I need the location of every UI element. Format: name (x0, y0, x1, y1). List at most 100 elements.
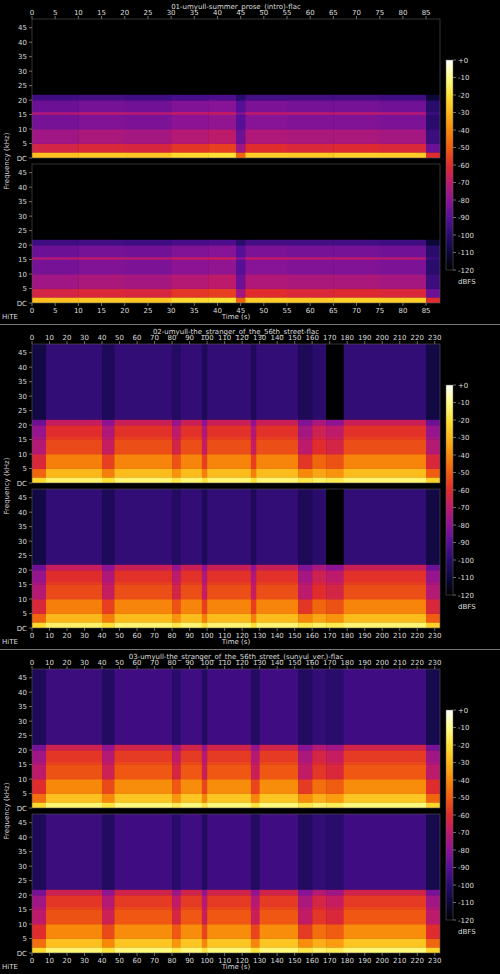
y-tick (29, 201, 32, 202)
x-tick-label: 210 (393, 334, 406, 342)
spectrogram-cell (181, 889, 202, 895)
spectrogram-cell (333, 112, 380, 115)
x-tick-label: 100 (200, 632, 213, 640)
y-tick-label: DC (17, 950, 27, 958)
spectrogram-cell (236, 112, 246, 115)
spectrogram-cell (333, 164, 380, 240)
spectrogram-cell (344, 762, 427, 765)
spectrogram-cell (46, 939, 102, 948)
spectrogram-cell (287, 274, 334, 289)
spectrogram-cell (171, 115, 208, 130)
spectrogram-cell (312, 895, 326, 907)
colorbar-tick-label: -60 (458, 812, 469, 820)
spectrogram-cell (326, 802, 344, 808)
colorbar-tick (453, 595, 456, 596)
spectrogram-cell (114, 765, 172, 780)
spectrogram-cell (312, 762, 326, 765)
spectrogram-cell (256, 489, 298, 565)
spectrogram-cell (251, 762, 260, 765)
x-tick-label: 170 (323, 334, 336, 342)
spectrogram-cell (181, 440, 202, 455)
spectrogram-cell (114, 910, 172, 925)
spectrogram-cell (46, 814, 102, 890)
spectrogram-cell (326, 570, 344, 582)
y-tick (29, 158, 32, 159)
y-tick (29, 866, 32, 867)
y-tick-label: 35 (18, 53, 27, 61)
colorbar-tick-label: +0 (458, 707, 468, 715)
spectrogram-cell (172, 599, 181, 614)
y-tick (29, 677, 32, 678)
spectrogram-cell (426, 274, 440, 289)
x-tick (399, 628, 400, 631)
colorbar-tick (453, 437, 456, 438)
spectrogram-cell (251, 425, 257, 437)
spectrogram-cell (312, 910, 326, 925)
spectrogram-cell (202, 762, 208, 765)
spectrogram-cell (312, 802, 326, 808)
y-tick (29, 288, 32, 289)
spectrogram-cell (207, 907, 251, 910)
spectrogram-cell (102, 910, 115, 925)
spectrogram-cell (32, 779, 46, 794)
spectrogram-cell (102, 947, 115, 953)
x-tick-label: 25 (143, 307, 152, 315)
spectrogram-cell (202, 907, 208, 910)
colorbar-tick-label: -90 (458, 539, 469, 547)
y-tick-label: 5 (23, 935, 27, 943)
spectrogram-cell (344, 570, 427, 582)
x-tick (84, 953, 85, 956)
spectrogram-cell (208, 19, 236, 95)
spectrogram-cell (32, 239, 79, 245)
x-tick-label: 0 (30, 9, 34, 17)
y-tick (29, 924, 32, 925)
spectrogram-cell (245, 94, 287, 100)
x-tick (382, 628, 383, 631)
spectrogram-cell (78, 152, 125, 158)
spectrogram-cell (181, 419, 202, 425)
y-tick (29, 909, 32, 910)
y-tick-label: 40 (18, 39, 27, 47)
x-tick-label: 150 (288, 957, 301, 965)
spectrogram-cell (251, 924, 260, 939)
spectrogram-cell (298, 802, 312, 808)
spectrogram-cell (32, 425, 46, 437)
spectrogram-cell (312, 750, 326, 762)
spectrogram-cell (181, 599, 202, 614)
spectrogram-cell (202, 765, 208, 780)
colorbar-tick-label: -70 (458, 504, 469, 512)
spectrogram-cell (46, 582, 102, 585)
spectrogram-cell (207, 454, 251, 469)
spectrogram-cell (287, 100, 334, 112)
y-axis-title: Frequency (kHz) (3, 457, 11, 514)
spectrogram-cell (256, 477, 298, 483)
spectrogram-cell (78, 289, 125, 298)
x-tick-label: 50 (115, 957, 124, 965)
spectrogram-cell (78, 239, 125, 245)
spectrogram-cell (207, 614, 251, 623)
spectrogram-cell (287, 164, 334, 240)
spectrogram-cell (102, 437, 115, 440)
spectrogram-cell (102, 779, 115, 794)
spectrogram-cell (32, 245, 79, 257)
spectrogram-cell (298, 947, 312, 953)
spectrogram-cell (181, 582, 202, 585)
spectrogram-cell (46, 669, 102, 745)
spectrogram-cell (171, 100, 208, 112)
spectrogram-cell (260, 779, 299, 794)
y-tick-label: 5 (23, 465, 27, 473)
spectrogram-cell (102, 469, 115, 478)
spectrogram-cell (125, 152, 172, 158)
y-tick-label: 30 (18, 718, 27, 726)
spectrogram-cell (32, 144, 79, 153)
spectrogram-cell (256, 469, 298, 478)
spectrogram-cell (207, 437, 251, 440)
spectrogram-cell (114, 599, 172, 614)
spectrogram-cell (32, 164, 79, 240)
colorbar-tick-label: +0 (458, 382, 468, 390)
spectrogram-cell (326, 489, 344, 565)
y-axis-title: Frequency (kHz) (3, 782, 11, 839)
x-tick-label: 5 (53, 307, 57, 315)
spectrogram-cell (171, 112, 208, 115)
spectrogram-cell (114, 669, 172, 745)
